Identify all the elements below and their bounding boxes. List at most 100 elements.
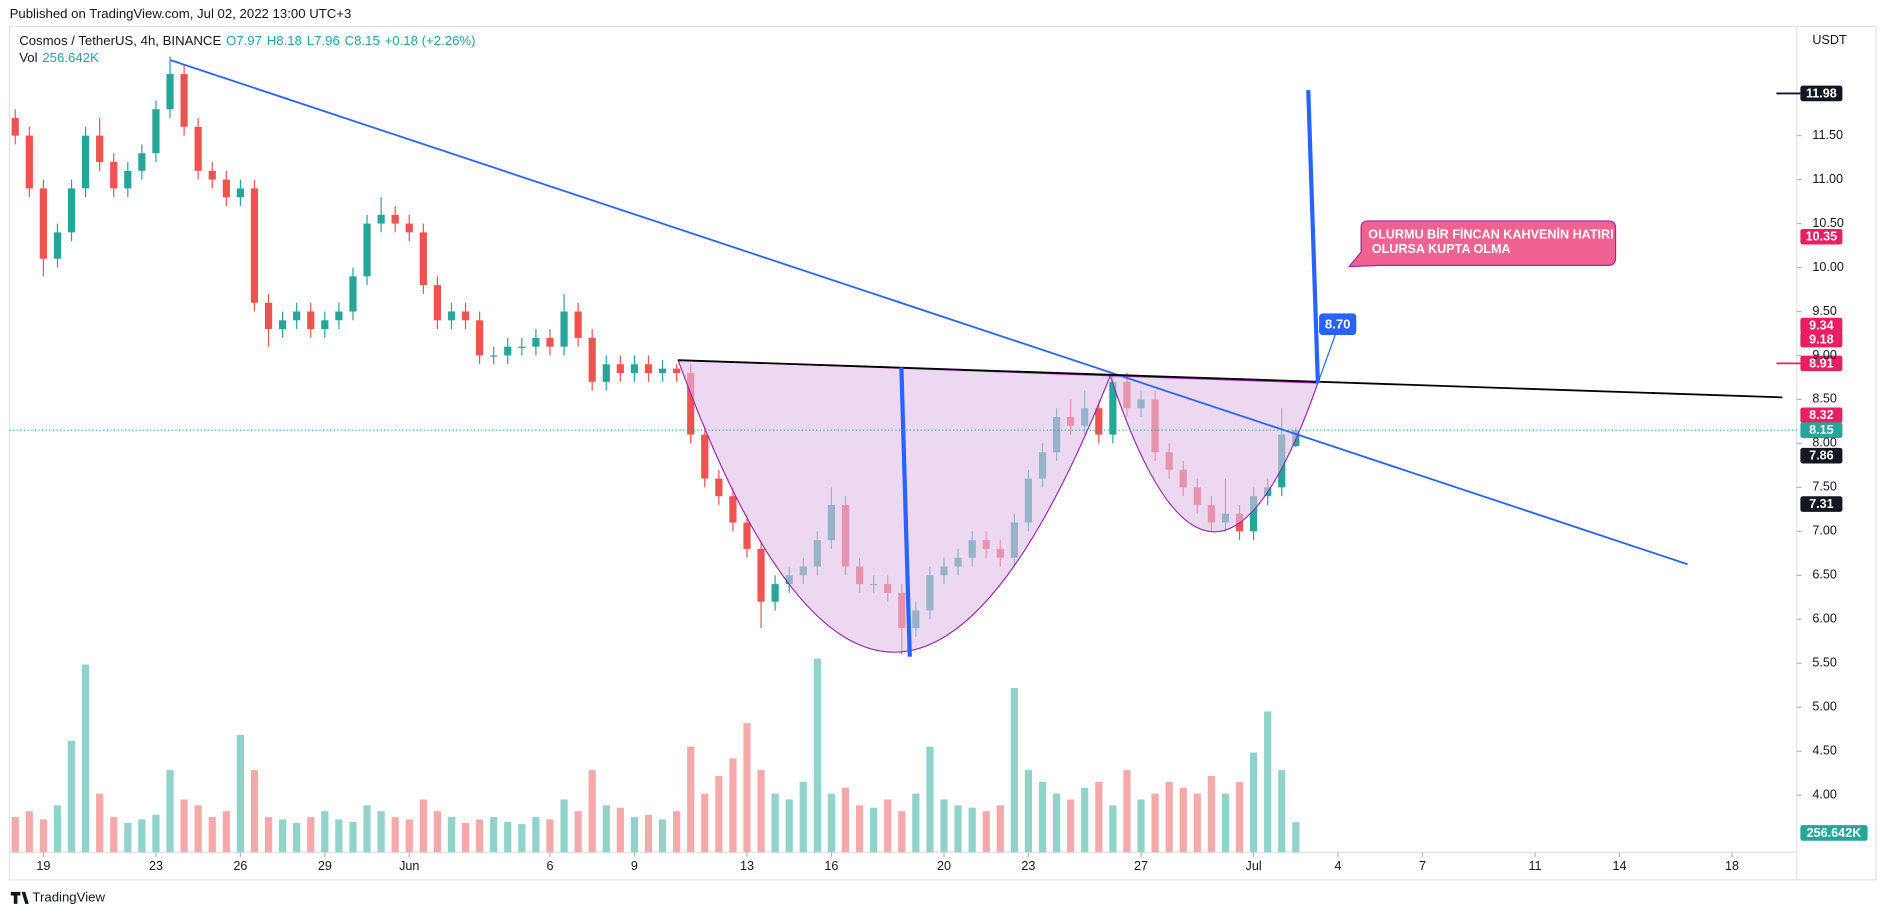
volume-bar (25, 811, 33, 853)
x-tick-label: 18 (1725, 859, 1739, 873)
ohlc-open: O7.97 (226, 34, 262, 49)
y-tick-label: 8.50 (1812, 392, 1837, 406)
x-tick-label: 26 (233, 859, 247, 873)
symbol: Cosmos / TetherUS, 4h, BINANCE (19, 34, 221, 49)
candle-body (250, 188, 259, 303)
cup (677, 359, 1112, 653)
volume-name: Vol (19, 50, 37, 65)
brand-name: TradingView (32, 889, 105, 904)
depth-line (899, 367, 912, 657)
price-badge-label: 9.34 (1809, 318, 1834, 332)
volume-bar (1151, 793, 1159, 853)
candle-body (152, 109, 160, 154)
candle-body (124, 170, 132, 189)
y-tick-label: 9.00 (1812, 348, 1837, 362)
candle-body (447, 311, 456, 321)
volume-legend: Vol 256.642K (19, 50, 99, 65)
volume-bar (264, 817, 273, 853)
price-badge-label: 8.91 (1809, 356, 1834, 370)
target-pointer (1317, 326, 1339, 384)
volume-bar (560, 799, 568, 853)
volume-bar (588, 770, 596, 853)
candle-body (1109, 381, 1117, 435)
volume-bar (307, 817, 315, 853)
volume-bar (771, 793, 779, 853)
candle-body (363, 223, 371, 277)
y-tick-label: 11.50 (1812, 128, 1843, 142)
price-badge (1800, 407, 1843, 424)
x-tick-label: 4 (1335, 859, 1342, 873)
candle-body (208, 170, 216, 180)
volume-bar (1292, 822, 1300, 853)
candle-body (81, 135, 90, 189)
volume-bar (996, 805, 1004, 853)
price-badge-label: 10.35 (1806, 230, 1838, 244)
volume-bar (194, 805, 202, 853)
price-badge (1800, 355, 1843, 372)
volume-bar (855, 805, 864, 853)
volume-bar (532, 817, 540, 853)
volume-bar (124, 822, 132, 853)
target-badge (1319, 313, 1357, 336)
volume-bar (1179, 787, 1187, 853)
candle-body (532, 337, 540, 347)
candle-body (476, 320, 484, 356)
candle-body (630, 364, 639, 374)
candle-body (335, 311, 343, 321)
volume-bar (1235, 781, 1244, 853)
candle-body (461, 311, 470, 321)
volume-bar (687, 746, 695, 853)
volume-bar (335, 819, 343, 853)
ohlc-low: L7.96 (307, 34, 340, 49)
candle-body (588, 337, 596, 382)
y-tick-label: 6.50 (1812, 568, 1837, 582)
volume-bar (912, 793, 920, 853)
candle-body (433, 285, 442, 321)
x-tick-label: Jul (1246, 859, 1262, 873)
y-tick-label: 9.50 (1812, 304, 1837, 318)
volume-bar (180, 799, 188, 853)
candle-body (518, 346, 526, 348)
volume-bar (1010, 687, 1018, 853)
volume-bar (644, 814, 653, 853)
y-tick-label: 11.00 (1812, 172, 1843, 186)
candle-body (194, 126, 202, 171)
candle-body (279, 320, 287, 330)
candle-body (546, 337, 554, 347)
y-tick-label: 7.00 (1812, 524, 1837, 538)
volume-bar (1264, 711, 1272, 853)
volume-bar (1193, 793, 1201, 853)
candle-body (264, 302, 273, 330)
volume-bar (701, 793, 709, 853)
volume-bar (222, 811, 230, 853)
volume-bar (1249, 752, 1258, 853)
candle-body (321, 320, 329, 330)
annotation-line: OLURSA KUPTA OLMA (1368, 242, 1510, 256)
volume-bar (321, 811, 329, 853)
trend-line (170, 59, 1688, 566)
volume-bar (813, 658, 821, 853)
candle-body (391, 214, 399, 224)
price-badge (1800, 447, 1843, 464)
volume-badge (1800, 825, 1868, 841)
candle-body (11, 118, 19, 136)
x-tick-label: 6 (546, 859, 553, 873)
annotation-line: OLURMU BİR FİNCAN KAHVENİN HATIRI (1368, 227, 1613, 242)
volume-bar (391, 817, 399, 853)
price-badge (1800, 422, 1843, 439)
candle-body (673, 368, 681, 374)
volume-bar (166, 770, 174, 853)
volume-bar (81, 664, 90, 853)
y-tick-label: 5.50 (1812, 656, 1837, 670)
y-tick-label: 4.00 (1812, 787, 1837, 801)
candle-body (349, 276, 357, 312)
candle-body (602, 364, 610, 382)
volume-bar (870, 807, 878, 853)
published: Published on TradingView.com, Jul 02, 20… (10, 6, 352, 21)
x-tick-label: 27 (1134, 859, 1148, 873)
volume-bar (208, 817, 216, 853)
volume-bar (1052, 793, 1061, 853)
volume-bar (1095, 781, 1103, 853)
volume-bar (518, 824, 526, 853)
